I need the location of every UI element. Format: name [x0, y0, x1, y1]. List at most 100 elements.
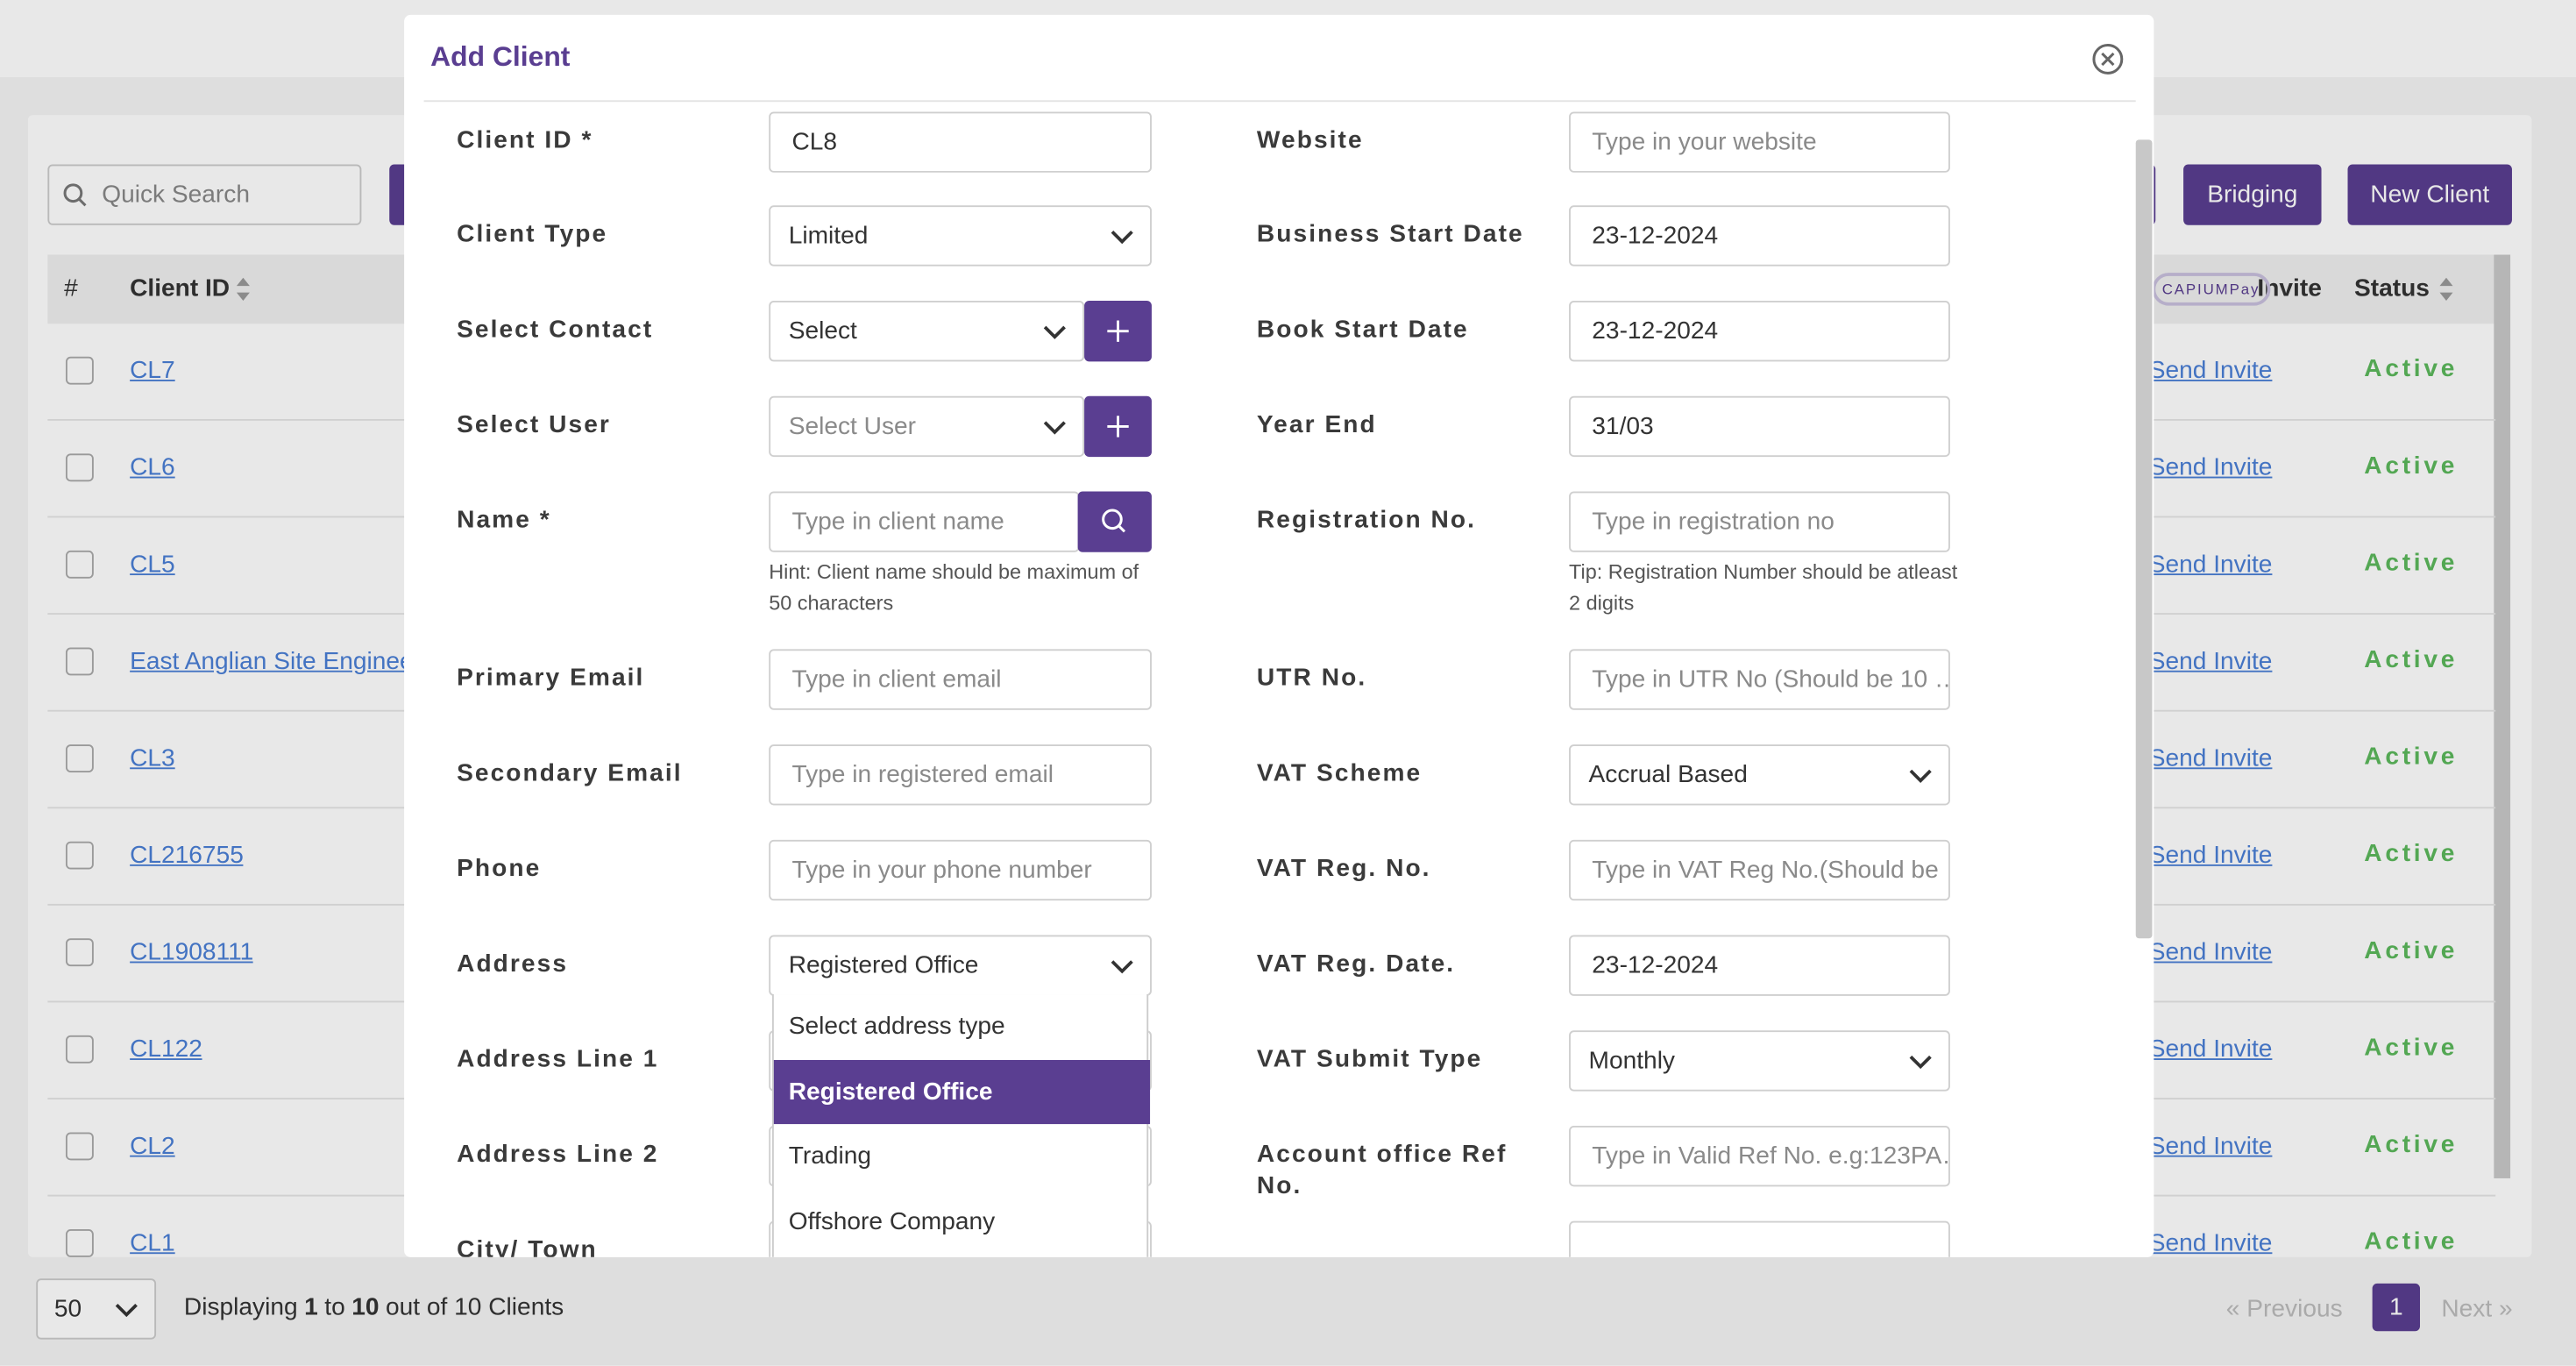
text-input[interactable]: Type in registration no: [1569, 491, 1950, 552]
client-link[interactable]: CL3: [130, 744, 175, 772]
checkbox[interactable]: [65, 356, 94, 385]
placeholder: Type in registered email: [791, 760, 1054, 789]
field-label: Registration No.: [1256, 506, 1477, 535]
invite-link[interactable]: Send Invite: [2148, 744, 2273, 772]
text-input[interactable]: Type in your phone number: [769, 839, 1152, 901]
text-input[interactable]: Type in client name: [769, 491, 1080, 552]
sort-icon[interactable]: [2438, 276, 2455, 310]
checkbox[interactable]: [65, 841, 94, 870]
invite-link[interactable]: Send Invite: [2148, 647, 2273, 676]
client-link[interactable]: CL216755: [130, 841, 244, 870]
display-text: 1: [304, 1293, 318, 1322]
display-text: to: [324, 1293, 345, 1322]
page-number[interactable]: 1: [2372, 1283, 2420, 1332]
text-input[interactable]: 23-12-2024: [1569, 205, 1950, 267]
text-input[interactable]: 23-12-2024: [1569, 301, 1950, 362]
checkbox[interactable]: [65, 1132, 94, 1161]
address-dropdown: Select address type Registered Office Trad…: [771, 994, 1151, 1257]
text-input[interactable]: Type in UTR No (Should be 10 …: [1569, 649, 1950, 710]
client-link[interactable]: CL5: [130, 550, 175, 579]
dropdown-option[interactable]: Offshore Company: [788, 1206, 996, 1235]
select[interactable]: Monthly: [1569, 1030, 1950, 1092]
status: Active: [2364, 839, 2459, 868]
client-link[interactable]: CL122: [130, 1035, 202, 1064]
invite-link[interactable]: Send Invite: [2148, 1132, 2273, 1161]
field-label: VAT Reg. Date.: [1256, 950, 1456, 978]
text-input[interactable]: Type in Valid Ref No. e.g:123PA…: [1569, 1125, 1950, 1187]
input-value: Select: [788, 317, 857, 345]
placeholder: Type in your website: [1592, 128, 1817, 157]
field-label: Book Start Date: [1256, 315, 1469, 344]
field-label: Phone: [457, 854, 542, 883]
dropdown-option[interactable]: Registered Office: [773, 1059, 1151, 1124]
checkbox[interactable]: [65, 453, 94, 482]
status: Active: [2364, 1130, 2459, 1159]
search-input[interactable]: Quick Search: [47, 164, 362, 225]
add-button[interactable]: [1084, 301, 1152, 362]
invite-link[interactable]: Send Invite: [2148, 550, 2273, 579]
select[interactable]: Select User: [769, 395, 1085, 458]
invite-link[interactable]: Send Invite: [2148, 356, 2273, 385]
close-button[interactable]: [2091, 43, 2124, 75]
text-input[interactable]: [1569, 1220, 1950, 1257]
text-input[interactable]: CL8: [769, 111, 1152, 173]
table-scrollbar: [2494, 254, 2511, 1178]
page-size-select[interactable]: 50: [36, 1278, 157, 1340]
select[interactable]: Registered Office: [769, 935, 1152, 996]
hint: Hint: Client name should be maximum of 5…: [769, 560, 1139, 615]
status: Active: [2364, 936, 2459, 965]
invite-link[interactable]: Send Invite: [2148, 1229, 2273, 1257]
dropdown-option[interactable]: Trading: [788, 1142, 872, 1170]
text-input[interactable]: Type in registered email: [769, 744, 1152, 806]
invite-link[interactable]: Send Invite: [2148, 938, 2273, 967]
checkbox[interactable]: [65, 1229, 94, 1257]
field-label: VAT Scheme: [1256, 758, 1423, 787]
next[interactable]: Next »: [2441, 1295, 2513, 1323]
field-label: Account office Ref No.: [1256, 1140, 1508, 1200]
placeholder: Type in client email: [791, 665, 1002, 694]
field-label: City/ Town: [457, 1235, 598, 1257]
placeholder: Type in VAT Reg No.(Should be …: [1592, 856, 1950, 885]
select[interactable]: Select: [769, 301, 1085, 362]
field-label: Name *: [457, 506, 551, 535]
client-link[interactable]: CL7: [130, 356, 175, 385]
client-link[interactable]: CL1: [130, 1229, 175, 1257]
sort-icon[interactable]: [235, 276, 252, 310]
status: Active: [2364, 645, 2459, 674]
checkbox[interactable]: [65, 1035, 94, 1064]
scrollbar: [2135, 139, 2153, 939]
checkbox[interactable]: [65, 744, 94, 772]
text-input[interactable]: 31/03: [1569, 395, 1950, 458]
client-link[interactable]: CL1908111: [130, 938, 254, 967]
previous[interactable]: « Previous: [2225, 1295, 2343, 1323]
checkbox[interactable]: [65, 647, 94, 676]
client-link[interactable]: CL6: [130, 453, 175, 482]
dropdown-option[interactable]: Select address type: [788, 1012, 1005, 1041]
select[interactable]: Limited: [769, 205, 1152, 267]
client-link[interactable]: CL2: [130, 1132, 175, 1161]
text-input[interactable]: Type in your website: [1569, 111, 1950, 173]
field-label: UTR No.: [1256, 664, 1367, 693]
input-value: 23-12-2024: [1592, 222, 1719, 250]
input-value: Limited: [788, 222, 869, 250]
client-link[interactable]: East Anglian Site Enginee: [130, 647, 406, 676]
invite-link[interactable]: Send Invite: [2148, 841, 2273, 870]
input-value: 31/03: [1592, 412, 1654, 441]
checkbox[interactable]: [65, 550, 94, 579]
search-button[interactable]: [1077, 491, 1152, 552]
field-label: VAT Submit Type: [1256, 1045, 1483, 1073]
field-label: Business Start Date: [1256, 220, 1524, 249]
add-button[interactable]: [1084, 395, 1152, 458]
text-input[interactable]: Type in client email: [769, 649, 1152, 710]
action-button[interactable]: Bridging: [2183, 164, 2322, 225]
invite-link[interactable]: Send Invite: [2148, 453, 2273, 482]
action-button[interactable]: New Client: [2347, 164, 2512, 225]
placeholder: Type in registration no: [1592, 508, 1834, 537]
select[interactable]: Accrual Based: [1569, 744, 1950, 806]
text-input[interactable]: Type in VAT Reg No.(Should be …: [1569, 839, 1950, 901]
invite-link[interactable]: Send Invite: [2148, 1035, 2273, 1064]
placeholder: Type in UTR No (Should be 10 …: [1592, 665, 1950, 694]
text-input[interactable]: 23-12-2024: [1569, 935, 1950, 996]
checkbox[interactable]: [65, 938, 94, 967]
